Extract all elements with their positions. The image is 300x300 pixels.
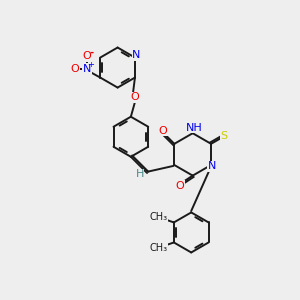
Text: O: O — [82, 51, 91, 62]
Text: CH₃: CH₃ — [149, 212, 168, 221]
Text: H: H — [136, 169, 144, 179]
Text: N: N — [83, 64, 91, 74]
Text: S: S — [220, 131, 228, 141]
Text: N: N — [132, 50, 141, 61]
Text: O: O — [158, 126, 167, 136]
Text: O: O — [70, 64, 79, 74]
Text: +: + — [87, 60, 94, 69]
Text: -: - — [89, 48, 94, 58]
Text: O: O — [130, 92, 139, 102]
Text: CH₃: CH₃ — [149, 243, 168, 253]
Text: O: O — [176, 181, 184, 191]
Text: NH: NH — [186, 123, 202, 133]
Text: N: N — [208, 161, 216, 172]
